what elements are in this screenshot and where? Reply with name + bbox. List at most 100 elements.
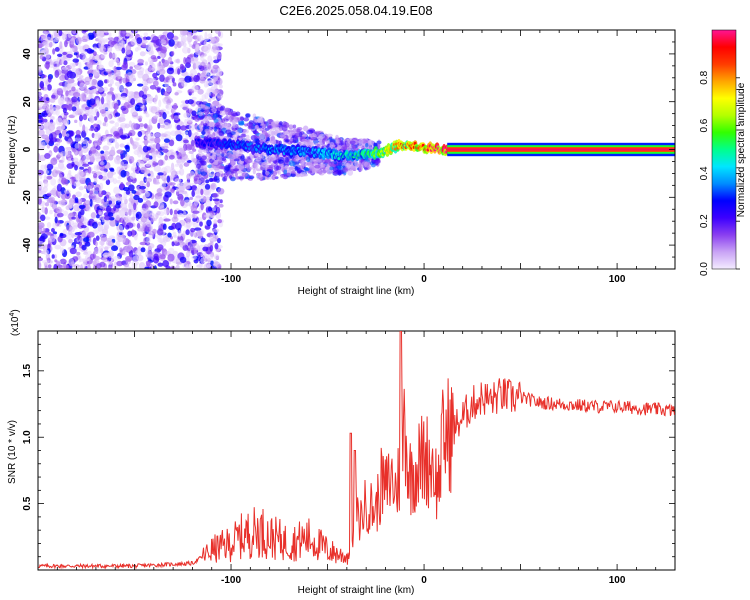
heatmap-cell bbox=[208, 178, 214, 183]
heatmap-cell bbox=[204, 196, 211, 200]
heatmap-cell bbox=[86, 48, 93, 54]
heatmap-cell bbox=[229, 165, 234, 172]
heatmap-cell bbox=[200, 237, 206, 243]
heatmap-cell bbox=[78, 114, 84, 122]
heatmap-cell bbox=[96, 30, 102, 37]
heatmap-cell bbox=[120, 154, 124, 160]
heatmap-cell bbox=[110, 168, 115, 173]
heatmap-cell bbox=[326, 133, 333, 138]
heatmap-cell bbox=[90, 211, 97, 219]
heatmap-cell bbox=[71, 216, 76, 220]
heatmap-cell bbox=[300, 159, 305, 166]
heatmap-cell bbox=[149, 212, 155, 219]
heatmap-cell bbox=[163, 138, 170, 143]
heatmap-cell bbox=[137, 197, 144, 203]
heatmap-cell bbox=[175, 187, 179, 192]
heatmap-cell bbox=[137, 58, 145, 64]
heatmap-cell bbox=[92, 123, 98, 128]
heatmap-cell bbox=[184, 75, 192, 83]
heatmap-cell bbox=[65, 133, 70, 137]
colorbar-strip bbox=[711, 29, 737, 270]
heatmap-cell bbox=[106, 45, 113, 53]
heatmap-cell bbox=[191, 190, 195, 197]
heatmap-cell bbox=[205, 212, 211, 217]
heatmap-cell bbox=[44, 216, 51, 220]
heatmap-cell bbox=[219, 110, 226, 116]
x-tick-label: 100 bbox=[609, 575, 626, 586]
heatmap-cell bbox=[81, 145, 89, 154]
heatmap-cell bbox=[133, 145, 137, 150]
heatmap-cell bbox=[159, 52, 165, 59]
heatmap-band-core bbox=[447, 148, 675, 151]
heatmap-cell bbox=[94, 197, 102, 204]
heatmap-cell bbox=[223, 175, 228, 182]
heatmap-cell bbox=[147, 173, 151, 177]
heatmap-cell bbox=[213, 59, 220, 64]
heatmap-cell bbox=[73, 180, 81, 187]
heatmap-cell bbox=[138, 262, 146, 269]
heatmap-cell bbox=[370, 139, 375, 146]
heatmap-cell bbox=[47, 121, 55, 128]
heatmap-cell bbox=[248, 176, 254, 179]
heatmap-cell bbox=[125, 82, 133, 87]
heatmap-cell bbox=[98, 211, 103, 216]
heatmap-cell bbox=[200, 54, 205, 62]
heatmap-cell bbox=[206, 254, 214, 261]
heatmap-cell bbox=[174, 92, 179, 96]
heatmap-cell bbox=[93, 133, 101, 140]
heatmap-cell bbox=[114, 142, 120, 149]
heatmap-cell bbox=[89, 74, 93, 80]
heatmap-cell bbox=[72, 147, 77, 153]
colorbar-tick-label: 0.4 bbox=[699, 166, 710, 180]
heatmap-cell bbox=[145, 131, 152, 137]
heatmap-cell bbox=[157, 262, 164, 267]
heatmap-cell bbox=[99, 161, 105, 166]
heatmap-cell bbox=[231, 119, 239, 124]
heatmap-cell bbox=[212, 114, 219, 119]
heatmap-cell bbox=[78, 204, 86, 209]
heatmap-cell bbox=[55, 108, 60, 116]
heatmap-cell bbox=[39, 80, 45, 88]
heatmap-cell bbox=[194, 227, 202, 231]
heatmap-cell bbox=[129, 172, 136, 180]
heatmap-cell bbox=[244, 158, 251, 164]
heatmap-cell bbox=[190, 157, 197, 163]
heatmap-cell bbox=[46, 231, 52, 236]
heatmap-cell bbox=[208, 149, 215, 153]
heatmap-cell bbox=[59, 247, 65, 254]
heatmap-cell bbox=[187, 99, 194, 105]
heatmap-cell bbox=[305, 136, 311, 140]
heatmap-cell bbox=[71, 82, 78, 87]
heatmap-cell bbox=[265, 170, 270, 176]
heatmap-cell bbox=[173, 102, 178, 111]
heatmap-cell bbox=[38, 233, 41, 239]
heatmap-cell bbox=[167, 123, 172, 129]
heatmap-cell bbox=[49, 209, 53, 215]
heatmap-cell bbox=[166, 175, 171, 183]
heatmap-cell bbox=[64, 40, 68, 48]
heatmap-cell bbox=[364, 161, 371, 168]
heatmap-cell bbox=[167, 253, 175, 262]
heatmap-cell bbox=[300, 164, 305, 169]
heatmap-cell bbox=[264, 132, 269, 137]
heatmap-cell bbox=[84, 241, 91, 247]
heatmap-cell bbox=[238, 176, 245, 180]
heatmap-cell bbox=[183, 112, 190, 119]
heatmap-cell bbox=[147, 124, 153, 131]
heatmap-cell bbox=[128, 61, 136, 67]
snr-x-label: Height of straight line (km) bbox=[298, 585, 415, 596]
heatmap-cell bbox=[142, 232, 147, 237]
heatmap-cell bbox=[60, 58, 65, 65]
heatmap-cell bbox=[77, 211, 82, 219]
heatmap-cell bbox=[210, 165, 218, 169]
heatmap-cell bbox=[170, 168, 176, 175]
heatmap-cell bbox=[120, 116, 125, 123]
heatmap-cell bbox=[66, 53, 73, 59]
heatmap-cell bbox=[358, 143, 364, 147]
heatmap-cell bbox=[87, 264, 91, 269]
heatmap-cell bbox=[93, 46, 98, 51]
heatmap-cell bbox=[191, 255, 197, 261]
heatmap-cell bbox=[60, 193, 67, 200]
heatmap-cell bbox=[287, 129, 294, 133]
